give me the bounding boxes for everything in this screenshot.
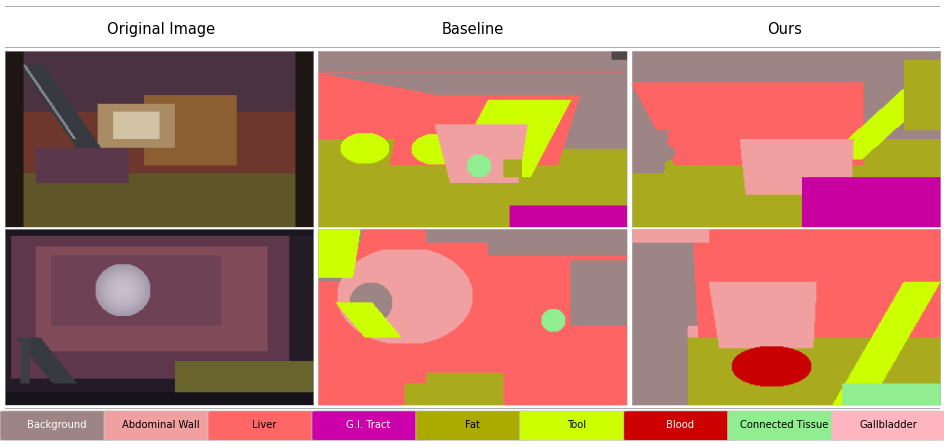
Text: Tool: Tool xyxy=(566,420,585,430)
Text: Ours: Ours xyxy=(767,21,801,37)
Text: Liver: Liver xyxy=(252,420,277,430)
Text: Gallbladder: Gallbladder xyxy=(858,420,917,430)
Text: Abdominal Wall: Abdominal Wall xyxy=(122,420,199,430)
FancyBboxPatch shape xyxy=(727,411,840,440)
FancyBboxPatch shape xyxy=(415,411,529,440)
Text: G.I. Tract: G.I. Tract xyxy=(346,420,390,430)
FancyBboxPatch shape xyxy=(623,411,736,440)
Text: Original Image: Original Image xyxy=(107,21,214,37)
FancyBboxPatch shape xyxy=(0,411,113,440)
Text: Blood: Blood xyxy=(666,420,694,430)
FancyBboxPatch shape xyxy=(208,411,321,440)
FancyBboxPatch shape xyxy=(312,411,425,440)
FancyBboxPatch shape xyxy=(104,411,217,440)
Text: Fat: Fat xyxy=(464,420,480,430)
FancyBboxPatch shape xyxy=(831,411,944,440)
Text: Connected Tissue: Connected Tissue xyxy=(739,420,828,430)
Text: Baseline: Baseline xyxy=(441,21,503,37)
FancyBboxPatch shape xyxy=(519,411,632,440)
Text: Background: Background xyxy=(26,420,87,430)
